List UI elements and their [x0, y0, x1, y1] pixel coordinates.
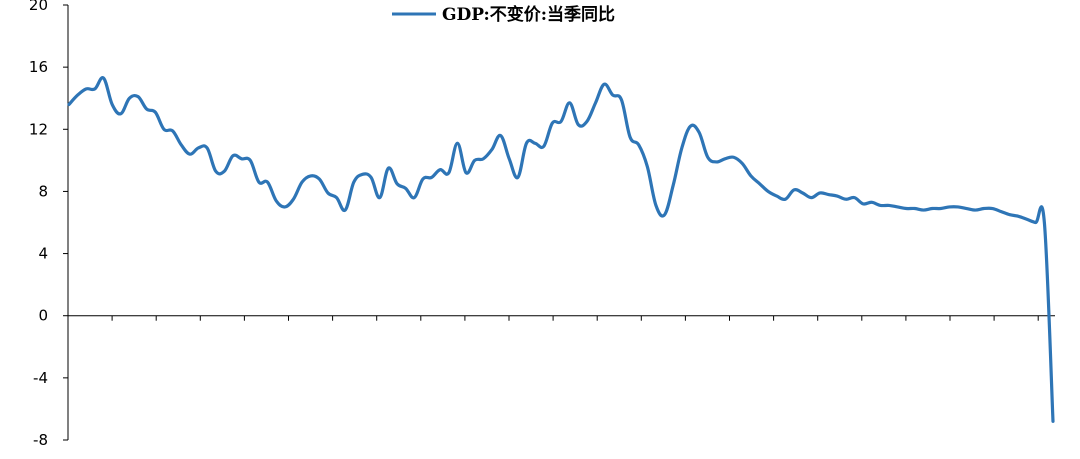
y-tick-label: 16 [29, 58, 48, 76]
y-axis: 20 16 12 8 4 0 -4 -8 [29, 0, 69, 449]
x-axis [68, 315, 1055, 321]
legend-label: GDP:不变价:当季同比 [442, 4, 615, 25]
y-tick-label: 12 [29, 120, 48, 138]
y-tick-label: 8 [38, 182, 48, 200]
y-tick-label: -8 [33, 431, 48, 449]
y-tick-label: 0 [38, 307, 48, 325]
y-tick-label: 20 [29, 0, 48, 14]
legend: GDP:不变价:当季同比 [392, 4, 615, 25]
y-tick-label: -4 [33, 369, 48, 387]
series-line-gdp [67, 76, 1055, 423]
series-group [67, 76, 1055, 423]
y-tick-label: 4 [38, 245, 48, 263]
